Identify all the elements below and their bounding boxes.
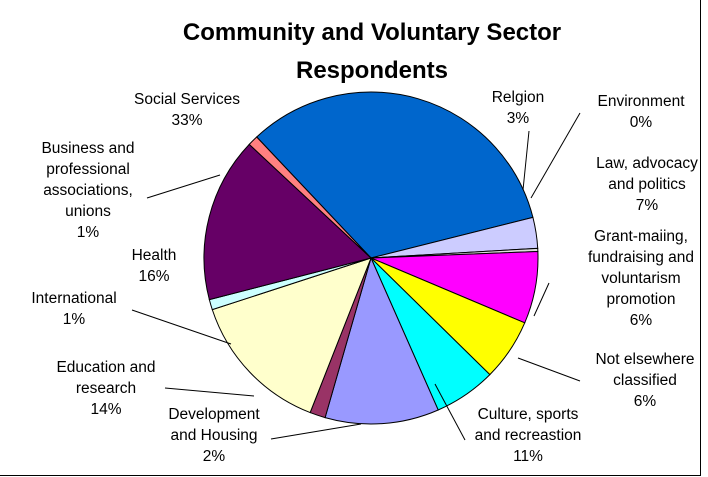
slice-label: Health 16% (132, 247, 177, 285)
slice-label: Culture, sports and recreastion 11% (475, 406, 582, 465)
slice-label-line: Culture, sports (478, 406, 579, 423)
slice-label-line: fundraising and (588, 249, 694, 266)
slice-label-line: Development (168, 406, 260, 423)
slice-label-line: associations, (43, 182, 133, 199)
slice-percent-label: 2% (203, 448, 226, 465)
leader-line (434, 383, 466, 441)
slice-percent-label: 11% (513, 448, 543, 465)
slice-label: Law, advocacy and politics 7% (596, 155, 698, 214)
leader-line (533, 282, 550, 317)
slice-label: Development and Housing 2% (168, 406, 260, 465)
slice-label: Relgion 3% (492, 89, 545, 127)
leader-line (270, 423, 362, 440)
slice-label-line: classified (613, 372, 677, 389)
slice-label-line: Environment (597, 93, 685, 110)
slice-label: International 1% (31, 290, 116, 328)
slice-label-line: Social Services (134, 91, 240, 108)
slice-percent-label: 1% (63, 311, 86, 328)
slice-percent-label: 1% (77, 224, 100, 241)
slice-label-line: unions (65, 203, 111, 220)
leader-line (522, 130, 530, 191)
slice-label: Environment 0% (597, 93, 685, 131)
leader-line (517, 357, 581, 382)
slice-label-line: and Housing (170, 427, 257, 444)
leader-line (164, 387, 255, 397)
slice-percent-label: 6% (630, 312, 653, 329)
slice-percent-label: 14% (90, 401, 121, 418)
slice-label: Business and professional associations, uni… (41, 140, 134, 241)
slice-label-line: Business and (41, 140, 134, 157)
slice-label-line: Education and (56, 359, 155, 376)
slice-labels: Social Services 33% Relgion 3% Environment 0%… (31, 89, 698, 465)
pie-slices (203, 91, 539, 425)
slice-label-line: Relgion (492, 89, 545, 106)
leader-lines (131, 112, 581, 441)
slice-label-line: voluntarism (601, 270, 680, 287)
slice-label: Grant-maiing, fundraising and voluntarism p… (588, 228, 694, 329)
slice-percent-label: 0% (630, 114, 653, 131)
slice-label-line: and recreastion (475, 427, 582, 444)
slice-label-line: Health (132, 247, 177, 264)
slice-percent-label: 16% (138, 268, 169, 285)
chart-title: Community and Voluntary Sector Respondent… (183, 19, 561, 84)
slice-percent-label: 3% (507, 110, 530, 127)
leader-line (146, 174, 221, 199)
slice-label: Education and research 14% (56, 359, 155, 418)
pie-slice (203, 143, 373, 301)
slice-label-line: and politics (608, 176, 686, 193)
pie-slice (211, 257, 372, 414)
chart-title-line: Respondents (296, 57, 448, 84)
slice-label-line: research (76, 380, 136, 397)
slice-label-line: promotion (607, 291, 676, 308)
slice-label: Not elsewhere classified 6% (595, 351, 694, 410)
slice-label-line: International (31, 290, 116, 307)
pie-slice (248, 136, 372, 259)
chart-title-line: Community and Voluntary Sector (183, 19, 561, 46)
slice-label-line: Law, advocacy (596, 155, 698, 172)
slice-label: Social Services 33% (134, 91, 240, 129)
pie-slice (324, 256, 439, 425)
leader-line (530, 112, 581, 199)
slice-percent-label: 6% (634, 393, 657, 410)
slice-label-line: Not elsewhere (595, 351, 694, 368)
slice-percent-label: 33% (171, 112, 202, 129)
pie-slice (255, 91, 534, 259)
slice-label-line: professional (46, 161, 130, 178)
slice-label-line: Grant-maiing, (594, 228, 688, 245)
leader-line (131, 309, 232, 345)
slice-percent-label: 7% (636, 197, 659, 214)
